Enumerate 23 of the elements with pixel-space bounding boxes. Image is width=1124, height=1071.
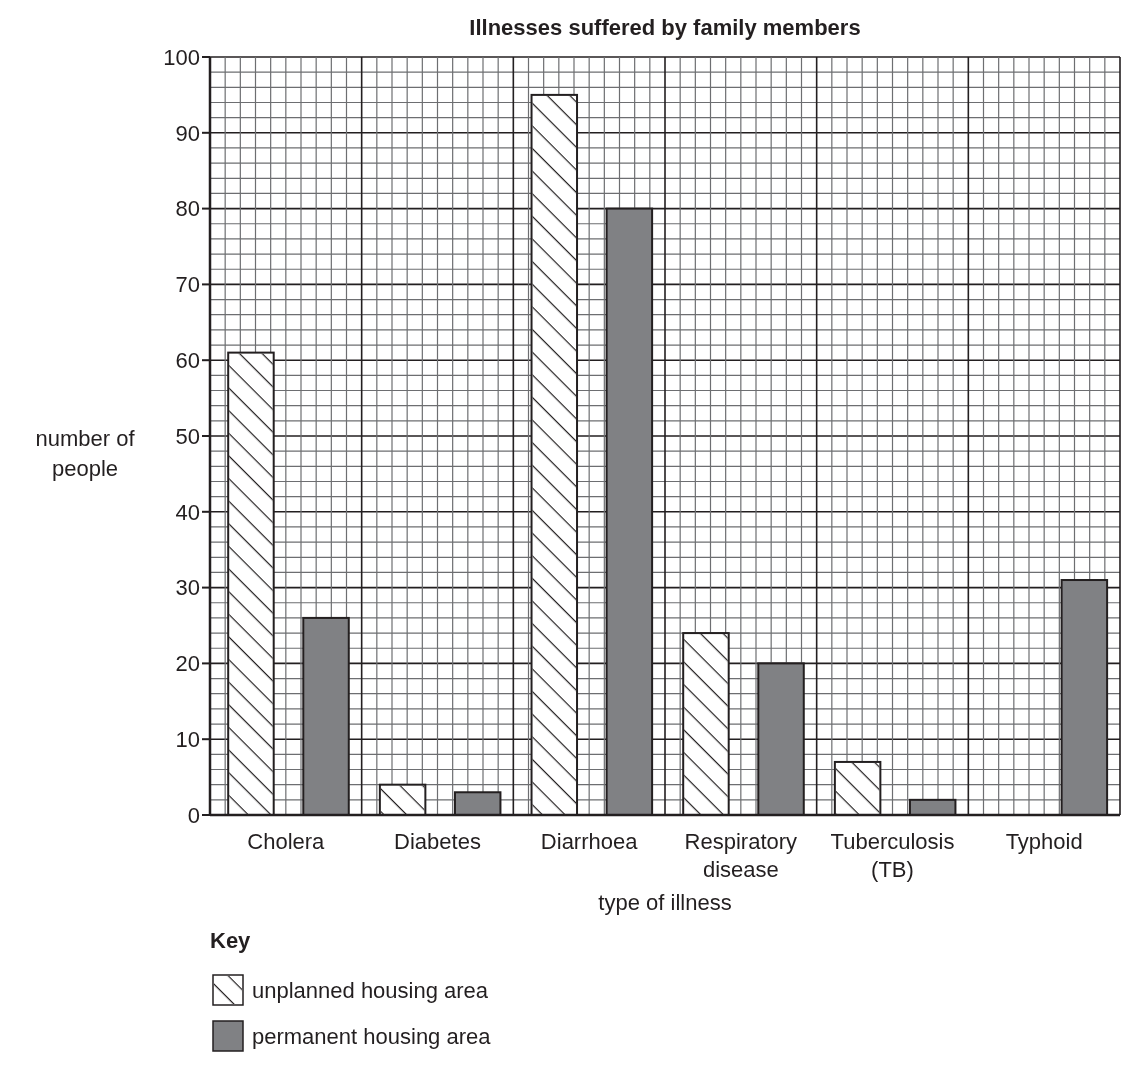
chart-title: Illnesses suffered by family members [469, 15, 861, 40]
x-tick-label: Respiratory disease [684, 829, 798, 882]
legend-label: permanent housing area [252, 1023, 492, 1049]
x-tick-label: Tuberculosis (TB) [830, 829, 955, 882]
y-tick-label: 80 [175, 196, 200, 222]
y-tick-label: 10 [175, 726, 200, 752]
x-axis-title: type of illness [598, 890, 732, 915]
y-tick-label: 90 [175, 120, 200, 146]
y-tick-label: 70 [175, 272, 200, 298]
y-tick-label: 30 [175, 575, 200, 601]
y-tick-label: 40 [175, 499, 200, 525]
x-tick-label: Diarrhoea [540, 829, 639, 854]
y-tick-label: 100 [163, 44, 200, 70]
x-tick-label: Cholera [247, 829, 326, 854]
legend-label: unplanned housing area [252, 977, 489, 1003]
y-axis-title: number of people [35, 426, 136, 481]
y-tick-label: 20 [175, 651, 200, 677]
x-tick-label: Diabetes [394, 829, 481, 854]
legend-title: Key [210, 928, 252, 953]
x-tick-label: Typhoid [1005, 829, 1083, 854]
y-tick-label: 50 [175, 423, 200, 449]
y-tick-label: 0 [187, 802, 200, 828]
y-tick-label: 60 [175, 347, 200, 373]
